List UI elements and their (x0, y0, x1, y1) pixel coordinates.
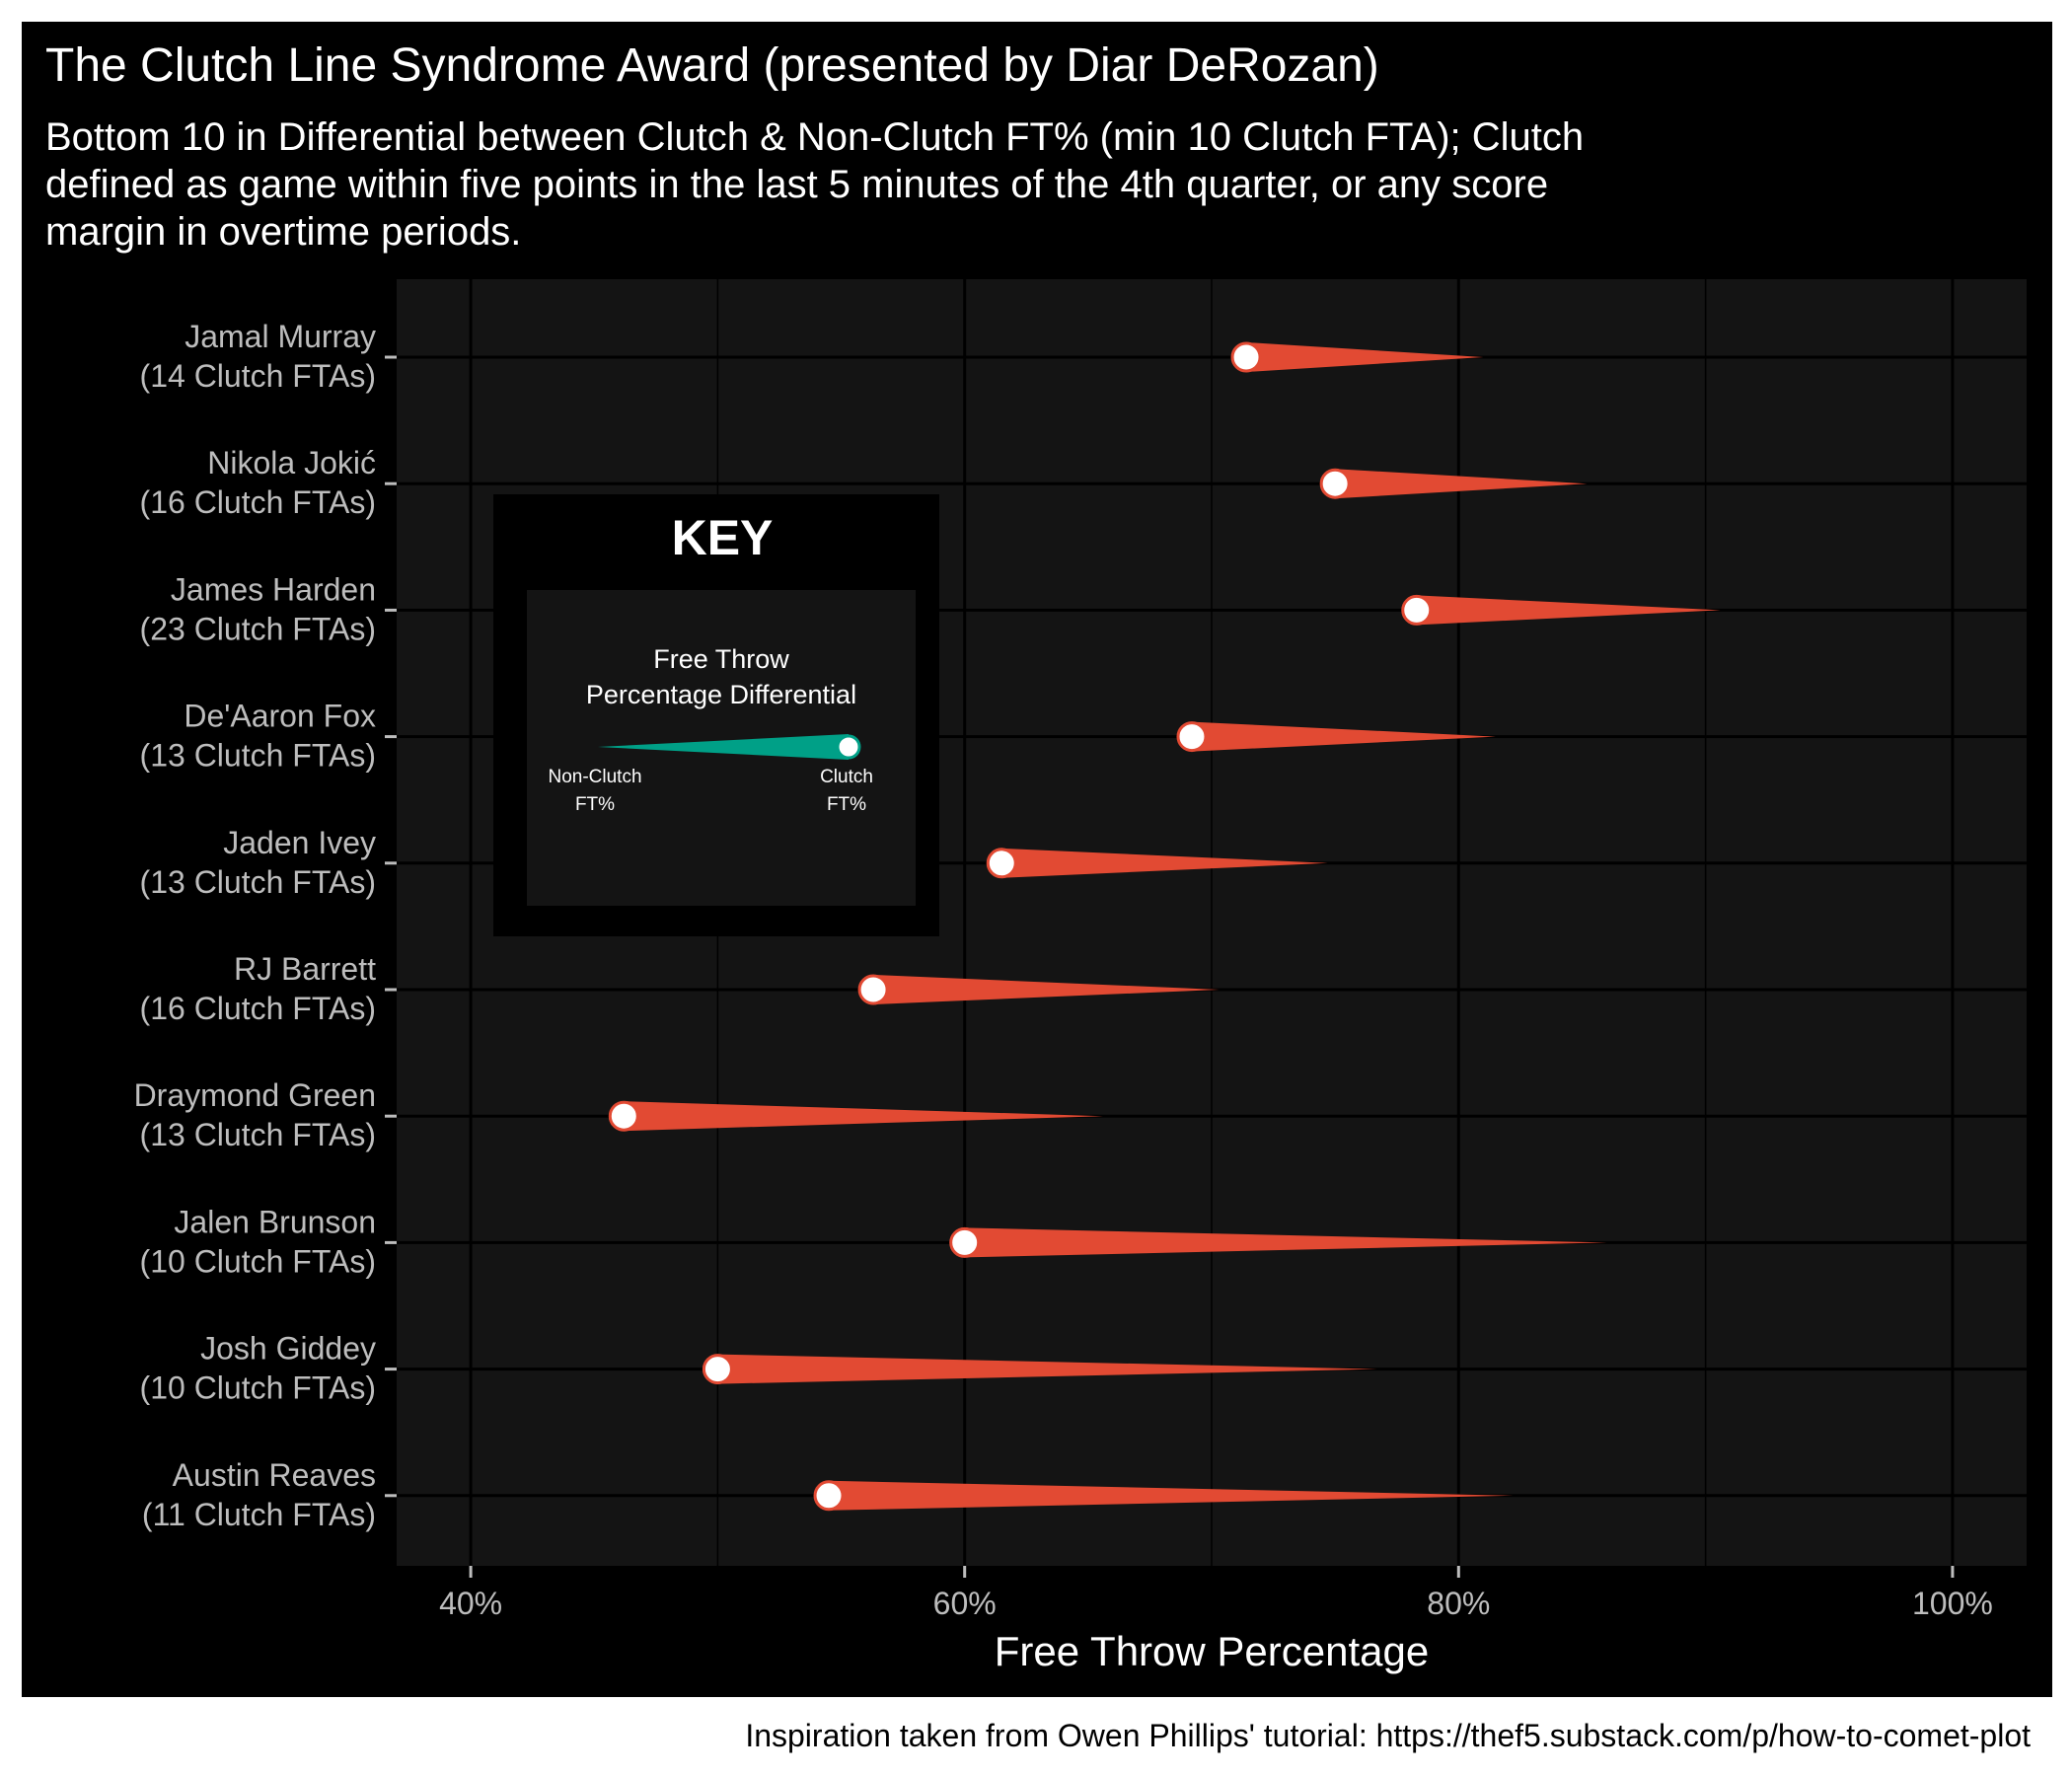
x-tick-label: 100% (1912, 1586, 1993, 1621)
player-fta-label: (10 Clutch FTAs) (140, 1370, 376, 1406)
player-name-label: Nikola Jokić (207, 445, 376, 481)
clutch-ft-point (1176, 721, 1208, 753)
chart-subtitle-line-1: Bottom 10 in Differential between Clutch… (45, 115, 1584, 159)
player-fta-label: (13 Clutch FTAs) (140, 738, 376, 774)
player-fta-label: (10 Clutch FTAs) (140, 1243, 376, 1279)
comet-tail (717, 1354, 1377, 1384)
player-fta-label: (16 Clutch FTAs) (140, 991, 376, 1026)
key-legend: KEY Free Throw Percentage Differential N… (493, 494, 939, 936)
comet-tail (1335, 469, 1588, 499)
clutch-ft-point (986, 848, 1017, 879)
player-name-label: RJ Barrett (234, 951, 376, 987)
x-tick-label: 80% (1427, 1586, 1490, 1621)
key-title: KEY (672, 510, 774, 565)
player-name-label: Austin Reaves (173, 1457, 376, 1493)
clutch-ft-point (857, 974, 889, 1005)
clutch-ft-point (1319, 468, 1351, 499)
comet-tail (873, 975, 1220, 1004)
player-fta-label: (13 Clutch FTAs) (140, 864, 376, 900)
clutch-ft-point (1230, 341, 1262, 373)
caption: Inspiration taken from Owen Phillips' tu… (745, 1718, 2031, 1753)
player-name-label: Josh Giddey (200, 1331, 376, 1367)
player-name-label: Draymond Green (134, 1077, 376, 1113)
x-tick-label: 40% (439, 1586, 502, 1621)
key-heading-line-1: Free Throw (653, 644, 789, 674)
player-fta-label: (13 Clutch FTAs) (140, 1117, 376, 1152)
player-fta-label: (16 Clutch FTAs) (140, 484, 376, 520)
y-axis-labels: Jamal Murray (14 Clutch FTAs) Nikola Jokić… (134, 319, 377, 1532)
x-axis-tick-labels: 40% 60% 80% 100% (439, 1566, 1993, 1621)
player-fta-label: (14 Clutch FTAs) (140, 358, 376, 394)
clutch-ft-point (1401, 594, 1433, 626)
key-heading-line-2: Percentage Differential (586, 680, 856, 709)
comet-tail (964, 1227, 1607, 1258)
comet-series (608, 341, 1721, 1512)
chart-subtitle-line-3: margin in overtime periods. (45, 210, 521, 254)
comet-tail (829, 1480, 1514, 1511)
clutch-ft-point (949, 1226, 981, 1258)
clutch-ft-point (608, 1100, 639, 1132)
comet-tail (1246, 342, 1484, 372)
key-left-label-line-2: FT% (575, 794, 615, 815)
key-clutch-dot (836, 734, 861, 760)
comet-tail (1191, 721, 1496, 752)
key-left-label-line-1: Non-Clutch (548, 767, 641, 787)
clutch-ft-point (813, 1480, 845, 1512)
player-name-label: De'Aaron Fox (184, 699, 376, 734)
player-fta-label: (11 Clutch FTAs) (142, 1497, 376, 1532)
y-axis-ticks (385, 355, 397, 1498)
key-comet-tail (598, 734, 849, 760)
comet-tail (1001, 848, 1328, 878)
key-right-label-line-2: FT% (827, 794, 866, 815)
comet-tail (624, 1101, 1103, 1132)
x-tick-label: 60% (933, 1586, 997, 1621)
key-right-label-line-1: Clutch (820, 767, 873, 787)
comet-tail (1416, 595, 1721, 626)
player-name-label: James Harden (171, 571, 376, 607)
player-name-label: Jaden Ivey (223, 825, 376, 860)
chart-subtitle-line-2: defined as game within five points in th… (45, 163, 1548, 206)
player-name-label: Jalen Brunson (174, 1204, 376, 1239)
player-fta-label: (23 Clutch FTAs) (140, 611, 376, 646)
clutch-ft-point (702, 1354, 733, 1385)
x-axis-title: Free Throw Percentage (995, 1628, 1429, 1674)
chart-title: The Clutch Line Syndrome Award (presente… (45, 39, 1379, 92)
player-name-label: Jamal Murray (185, 319, 376, 354)
